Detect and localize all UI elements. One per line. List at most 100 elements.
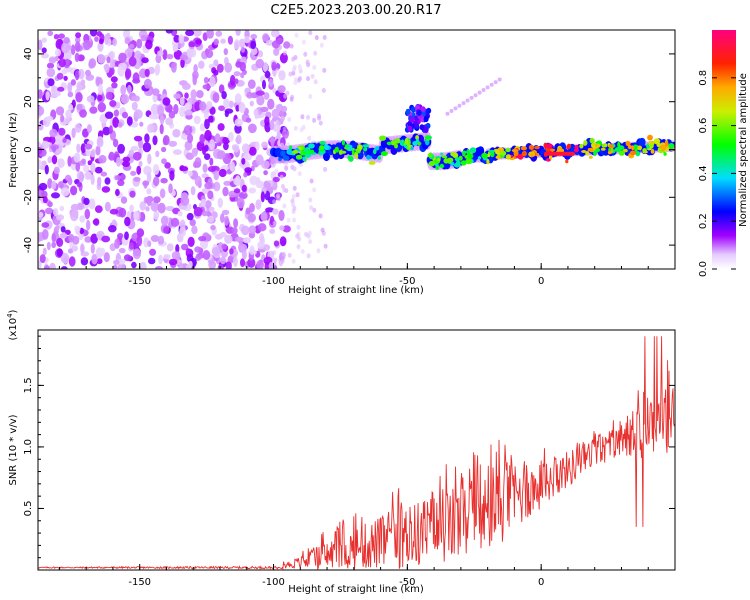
spectrogram-noise-blob: [98, 154, 107, 164]
spectrogram-noise-blob: [139, 121, 144, 127]
spectrogram-band-peak: [404, 137, 409, 144]
spectrogram-noise-blob: [293, 55, 298, 60]
spectrogram-noise-blob: [38, 146, 43, 155]
spectrogram-noise-blob: [104, 177, 111, 185]
spectrogram-noise-blob: [84, 208, 91, 220]
spectrogram-noise-blob: [214, 133, 221, 144]
spectrogram-band-peak: [302, 156, 306, 162]
spectrogram-band-peak: [581, 150, 587, 153]
spectrogram-noise-blob: [47, 156, 53, 164]
spectrogram-noise-blob: [98, 83, 103, 95]
spectrogram-noise-blob: [161, 146, 167, 153]
spectrogram-noise-blob: [243, 152, 253, 161]
spectrogram-noise-blob: [172, 128, 181, 138]
spectrogram-band-peak: [415, 138, 420, 143]
spectrogram-noise-blob: [271, 61, 277, 72]
spectrogram-noise-blob: [180, 195, 190, 206]
spectrogram-noise-blob: [46, 115, 54, 122]
spectrogram-band-peak: [386, 141, 392, 146]
spectrogram-noise-blob: [213, 69, 219, 76]
spectrogram-noise-blob: [220, 213, 225, 224]
spectrogram-noise-blob: [279, 111, 284, 117]
spectrogram-noise-blob: [139, 201, 147, 211]
spectrogram-noise-blob: [157, 50, 164, 57]
spectrogram-noise-blob: [191, 125, 196, 135]
spectrogram-noise-blob: [204, 118, 210, 130]
spectrogram-noise-blob: [144, 133, 150, 143]
spectrogram-noise-blob: [254, 108, 259, 120]
spectrogram-side-feature: [426, 107, 432, 114]
spectrogram-noise-blob: [265, 39, 274, 46]
spectrogram-band-peak: [348, 156, 354, 162]
spectrogram-xlabel: Height of straight line (km): [288, 285, 424, 296]
spectrogram-noise-blob: [268, 78, 274, 87]
spectrogram-noise-blob: [108, 125, 113, 134]
spectrogram-noise-blob: [222, 136, 228, 144]
spectrogram-noise-blob: [216, 63, 224, 73]
spectrogram-noise-blob: [180, 57, 185, 69]
spectrogram-noise-blob: [103, 252, 110, 263]
spectrogram-band-peak: [618, 150, 625, 156]
spectrogram-noise-blob: [207, 166, 216, 172]
spectrogram-noise-blob: [275, 68, 280, 74]
spectrogram-noise-blob: [128, 149, 135, 157]
spectrogram-noise-blob: [279, 225, 285, 231]
spectrogram-noise-blob: [224, 215, 230, 226]
spectrogram-noise-blob: [202, 250, 211, 260]
snr-ytick-label: 1.5: [23, 377, 34, 393]
spectrogram-noise-blob: [168, 110, 176, 119]
spectrogram-band-peak: [587, 148, 591, 152]
spectrogram-noise-blob: [129, 204, 134, 212]
spectrogram-noise-blob: [70, 79, 76, 86]
spectrogram-noise-blob: [228, 131, 234, 142]
spectrogram-noise-blob: [96, 258, 103, 265]
spectrogram-noise-blob: [312, 207, 317, 213]
spectrogram-noise-blob: [76, 103, 83, 111]
spectrogram-noise-blob: [60, 226, 66, 233]
spectrogram-noise-blob: [275, 104, 280, 110]
spectrogram-noise-blob: [210, 224, 216, 231]
spectrogram-band-peak: [574, 144, 579, 151]
spectrogram-noise-blob: [250, 40, 257, 50]
spectrogram-noise-blob: [283, 93, 288, 99]
spectrogram-noise-blob: [199, 133, 205, 144]
spectrogram-noise-blob: [191, 148, 198, 157]
spectrogram-noise-blob: [206, 101, 213, 109]
spectrogram-band-peak: [528, 144, 535, 150]
spectrogram-noise-blob: [55, 106, 65, 116]
spectrogram-noise-blob: [312, 187, 317, 193]
spectrogram-noise-blob: [111, 82, 118, 89]
spectrogram-noise-blob: [122, 156, 131, 163]
spectrogram-noise-blob: [74, 37, 81, 43]
spectrogram-noise-blob: [282, 203, 287, 209]
spectrogram-noise-blob: [145, 206, 150, 212]
spectrogram-noise-blob: [65, 109, 72, 120]
spectrogram-noise-blob: [48, 57, 57, 64]
spectrogram-noise-blob: [240, 244, 248, 252]
spectrogram-noise-blob: [194, 157, 202, 168]
spectrogram-noise-blob: [233, 218, 239, 229]
spectrogram-noise-blob: [278, 70, 286, 81]
spectrogram-noise-blob: [133, 176, 141, 182]
spectrogram-band-peak: [450, 152, 456, 157]
spectrogram-noise-blob: [199, 123, 206, 132]
spectrogram-band-peak: [481, 152, 488, 159]
spectrogram-noise-blob: [308, 197, 313, 203]
spectrogram-noise-blob: [79, 109, 87, 118]
spectrogram-ytick-label: -40: [23, 237, 34, 253]
spectrogram-noise-blob: [86, 124, 92, 134]
spectrogram-noise-blob: [63, 75, 68, 81]
spectrogram-band-peak: [545, 143, 553, 149]
spectrogram-noise-blob: [225, 261, 232, 269]
spectrogram-noise-blob: [129, 190, 136, 198]
snr-scale-exp: 4: [6, 313, 14, 318]
spectrogram-noise-blob: [152, 164, 160, 175]
spectrogram-noise-blob: [260, 191, 265, 203]
spectrogram-noise-blob: [184, 109, 193, 116]
spectrogram-band-peak: [495, 150, 500, 155]
spectrogram-band-peak: [668, 143, 675, 149]
spectrogram-band-peak: [566, 146, 570, 150]
spectrogram-noise-blob: [233, 71, 241, 77]
spectrogram-noise-blob: [228, 100, 234, 109]
spectrogram-noise-blob: [140, 34, 147, 42]
